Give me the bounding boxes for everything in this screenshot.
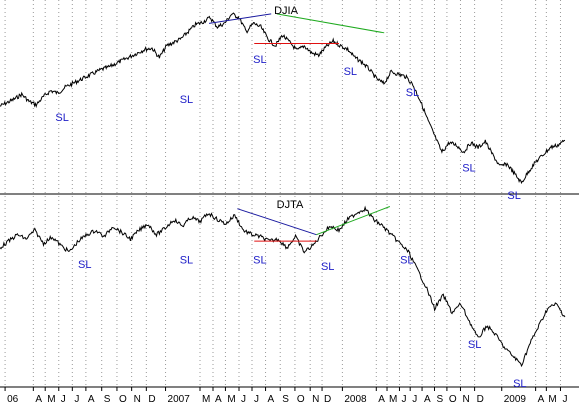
swing-low-label: SL xyxy=(513,378,526,390)
x-tick-label: M xyxy=(227,394,235,405)
x-tick-label: 2009 xyxy=(504,394,527,405)
swing-low-label: SL xyxy=(321,261,334,273)
swing-low-label: SL xyxy=(78,259,91,271)
swing-low-label: SL xyxy=(253,54,266,66)
x-tick-label: D xyxy=(148,394,155,405)
swing-low-label: SL xyxy=(406,87,419,99)
djia-trendlines xyxy=(208,13,385,44)
swing-low-label: SL xyxy=(462,163,475,175)
djta-price-line xyxy=(0,205,566,368)
x-tick-label: M xyxy=(548,394,556,405)
x-tick-label: A xyxy=(424,394,431,405)
trendline xyxy=(316,206,391,236)
trendline xyxy=(208,13,272,24)
x-tick-label: O xyxy=(297,394,305,405)
x-tick-label: A xyxy=(378,394,385,405)
x-tick-label: 2007 xyxy=(168,394,191,405)
x-tick-label: N xyxy=(134,394,141,405)
x-tick-label: S xyxy=(282,394,289,405)
x-tick-label: J xyxy=(241,394,246,405)
x-tick-label: S xyxy=(436,394,443,405)
swing-low-label: SL xyxy=(180,94,193,106)
x-tick-label: J xyxy=(61,394,66,405)
x-tick-label: O xyxy=(119,394,127,405)
x-tick-label: A xyxy=(215,394,222,405)
swing-low-label: SL xyxy=(400,255,413,267)
trendline xyxy=(237,208,317,236)
djta-trendlines xyxy=(237,206,391,242)
x-tick-label: N xyxy=(462,394,469,405)
swing-low-label: SL xyxy=(253,255,266,267)
x-axis-ticks: 06 A M J J A S O N D 2007 M A M J J A S O N D 2008 A M J J A S O N D 20… xyxy=(4,387,567,405)
x-tick-label: S xyxy=(104,394,111,405)
x-tick-label: D xyxy=(477,394,484,405)
djta-title: DJTA xyxy=(277,199,304,211)
x-tick-label: J xyxy=(74,394,79,405)
x-tick-label: J xyxy=(412,394,417,405)
x-tick-label: J xyxy=(401,394,406,405)
djta-panel: DJTA SL SL SL SL SL SL SL xyxy=(0,199,566,391)
djia-panel: DJIA SL SL SL SL SL SL SL xyxy=(0,5,566,202)
djta-swing-low-labels: SL SL SL SL SL SL SL xyxy=(78,255,527,391)
x-tick-label: A xyxy=(538,394,545,405)
djia-title: DJIA xyxy=(274,5,299,17)
trendline xyxy=(276,13,385,34)
x-tick-label: J xyxy=(254,394,259,405)
x-tick-label: A xyxy=(35,394,42,405)
x-tick-label: J xyxy=(562,394,567,405)
x-tick-label: A xyxy=(268,394,275,405)
x-tick-label: D xyxy=(324,394,331,405)
swing-low-label: SL xyxy=(180,255,193,267)
djia-swing-low-labels: SL SL SL SL SL SL SL xyxy=(55,54,520,202)
swing-low-label: SL xyxy=(55,112,68,124)
x-tick-label: M xyxy=(47,394,55,405)
swing-low-label: SL xyxy=(507,190,520,202)
x-tick-label: M xyxy=(389,394,397,405)
swing-low-label: SL xyxy=(468,339,481,351)
djia-price-line xyxy=(0,12,566,185)
swing-low-label: SL xyxy=(344,66,357,78)
x-tick-label: 06 xyxy=(7,394,19,405)
vertical-gridlines xyxy=(4,0,561,387)
x-tick-label: N xyxy=(312,394,319,405)
x-tick-label: M xyxy=(202,394,210,405)
x-tick-label: O xyxy=(449,394,457,405)
x-tick-label: 2008 xyxy=(344,394,367,405)
x-tick-label: A xyxy=(88,394,95,405)
